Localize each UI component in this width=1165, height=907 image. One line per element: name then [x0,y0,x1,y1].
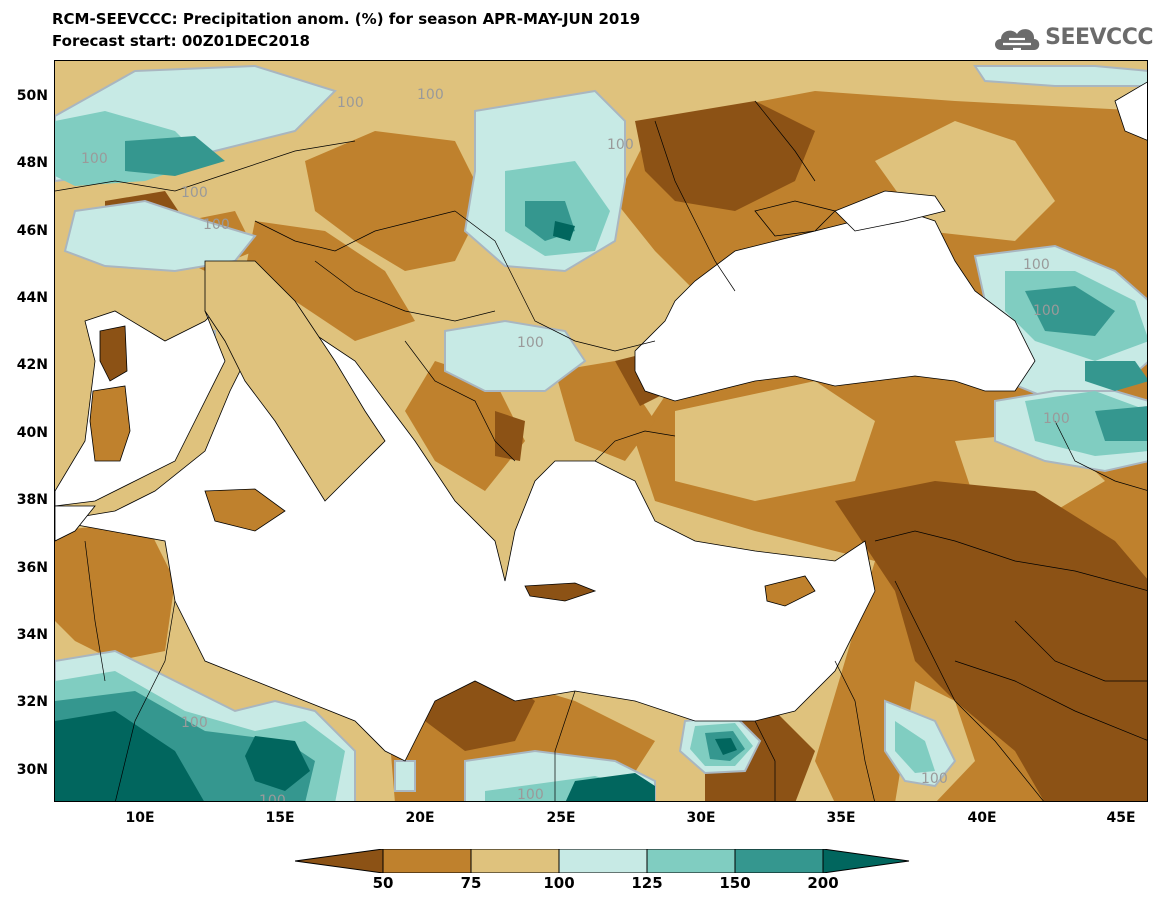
sicily [204,488,286,532]
contour-label: 100 [607,137,634,153]
colorbar-label: 200 [807,874,839,892]
lon-label: 30E [686,810,716,826]
colorbar-label: 125 [631,874,663,892]
map-title: RCM-SEEVCCC: Precipitation anom. (%) for… [52,10,641,28]
italy [204,260,386,502]
colorbar-swatch-lt50 [295,849,384,873]
forecast-start-label: Forecast start: 00Z01DEC2018 [52,32,310,50]
contour-label: 100 [203,217,230,233]
colorbar-swatch-75-100 [470,849,560,873]
cloud-icon [995,29,1040,51]
lat-label: 40N [16,425,48,441]
lat-label: 30N [16,762,48,778]
contour-label: 100 [1033,303,1060,319]
precipitation-map: 100 100 100 100 100 100 100 100 100 100 … [55,61,1147,802]
colorbar-label: 50 [372,874,394,892]
azov-sea [834,190,946,232]
logo-text: SEEVCCC [1045,24,1153,50]
map-area: 100 100 100 100 100 100 100 100 100 100 … [54,60,1148,802]
country-borders [55,100,1147,801]
colorbar-swatch-150-200 [734,849,824,873]
islands [89,200,836,607]
contour-label: 100 [1043,411,1070,427]
cyprus [764,575,816,607]
lon-label: 20E [405,810,435,826]
lat-label: 32N [16,694,48,710]
colorbar-label: 150 [719,874,751,892]
caspian-sea [1114,81,1147,141]
lat-label: 44N [16,290,48,306]
corsica [99,325,128,382]
lon-label: 40E [967,810,997,826]
lon-label: 45E [1106,810,1136,826]
lat-label: 38N [16,492,48,508]
class-gt200-regions [55,221,737,801]
colorbar-swatch-gt200 [822,849,910,873]
lon-label: 10E [125,810,155,826]
colorbar-swatch-50-75 [382,849,472,873]
contour-label: 100 [921,771,948,787]
seevccc-logo: SEEVCCC [991,20,1153,54]
crimea [754,200,836,237]
lat-label: 48N [16,155,48,171]
contour-label: 100 [337,95,364,111]
black-sea [634,210,1036,402]
colorbar-label: 75 [460,874,482,892]
lat-label: 46N [16,223,48,239]
tyrrhenian-coast [55,505,96,542]
contour-labels: 100 100 100 100 100 100 100 100 100 100 … [81,87,1070,802]
colorbar [295,849,910,873]
lon-label: 15E [265,810,295,826]
sardinia [89,385,131,462]
contour-label: 100 [517,787,544,802]
contour-label: 100 [81,151,108,167]
contour-label: 100 [417,87,444,103]
contour-label: 100 [181,715,208,731]
contour-label: 100 [1023,257,1050,273]
contour-label: 100 [259,793,286,802]
colorbar-swatch-125-150 [646,849,736,873]
colorbar-swatch-100-125 [558,849,648,873]
lat-label: 34N [16,627,48,643]
crete [524,582,597,602]
lat-label: 50N [16,88,48,104]
lon-label: 25E [546,810,576,826]
lat-label: 36N [16,560,48,576]
lon-label: 35E [826,810,856,826]
colorbar-label: 100 [543,874,575,892]
lat-label: 42N [16,357,48,373]
contour-label: 100 [181,185,208,201]
contour-label: 100 [517,335,544,351]
